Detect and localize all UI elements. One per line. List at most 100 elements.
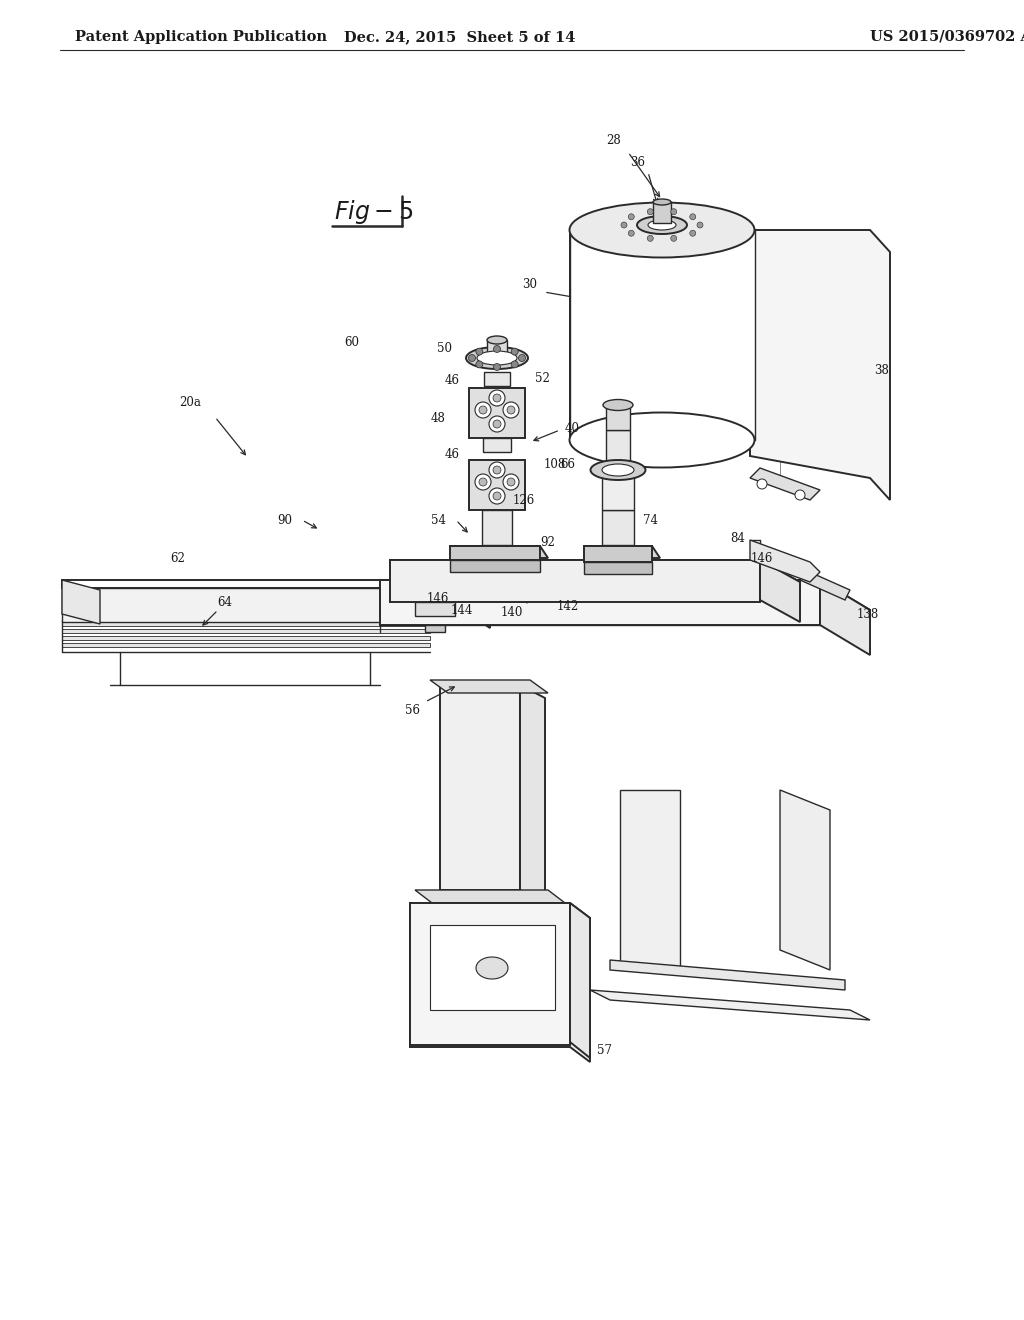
Circle shape — [503, 474, 519, 490]
Circle shape — [795, 490, 805, 500]
Circle shape — [489, 462, 505, 478]
Text: US 2015/0369702 A1: US 2015/0369702 A1 — [870, 30, 1024, 44]
Circle shape — [494, 346, 501, 352]
Circle shape — [475, 474, 490, 490]
Text: 108: 108 — [544, 458, 566, 471]
Ellipse shape — [569, 412, 755, 467]
Polygon shape — [800, 570, 850, 601]
Circle shape — [690, 214, 695, 219]
Text: 90: 90 — [278, 513, 293, 527]
Polygon shape — [820, 579, 870, 655]
Circle shape — [507, 407, 515, 414]
Text: 92: 92 — [541, 536, 555, 549]
Text: 48: 48 — [430, 412, 445, 425]
Circle shape — [507, 478, 515, 486]
Polygon shape — [469, 459, 525, 510]
Polygon shape — [750, 469, 820, 500]
Circle shape — [469, 355, 475, 362]
Circle shape — [479, 478, 487, 486]
Text: 50: 50 — [436, 342, 452, 355]
Text: 36: 36 — [631, 156, 645, 169]
Polygon shape — [750, 540, 820, 582]
Text: 57: 57 — [597, 1044, 612, 1056]
Ellipse shape — [603, 400, 633, 411]
Text: 84: 84 — [730, 532, 745, 544]
Ellipse shape — [476, 957, 508, 979]
Polygon shape — [390, 560, 760, 602]
Ellipse shape — [648, 220, 676, 230]
Circle shape — [511, 360, 518, 368]
Ellipse shape — [466, 347, 528, 370]
Polygon shape — [584, 546, 660, 558]
Circle shape — [489, 389, 505, 407]
Polygon shape — [380, 579, 820, 624]
Circle shape — [494, 363, 501, 371]
Polygon shape — [380, 579, 870, 620]
Circle shape — [489, 416, 505, 432]
Text: 28: 28 — [606, 133, 622, 147]
Polygon shape — [430, 925, 555, 1010]
Polygon shape — [440, 685, 520, 890]
Polygon shape — [483, 438, 511, 451]
Text: 30: 30 — [522, 279, 538, 292]
Circle shape — [475, 403, 490, 418]
Text: 142: 142 — [557, 601, 580, 614]
Circle shape — [479, 407, 487, 414]
Polygon shape — [62, 587, 430, 622]
Polygon shape — [484, 372, 510, 385]
Text: $\mathit{Fig}-5$: $\mathit{Fig}-5$ — [334, 198, 414, 226]
Polygon shape — [602, 510, 634, 545]
Circle shape — [690, 230, 695, 236]
Circle shape — [671, 235, 677, 242]
Circle shape — [493, 420, 501, 428]
Text: 74: 74 — [642, 513, 657, 527]
Polygon shape — [584, 562, 652, 574]
Ellipse shape — [602, 465, 634, 477]
Text: 54: 54 — [430, 513, 445, 527]
Circle shape — [511, 348, 518, 355]
Polygon shape — [487, 341, 507, 356]
Polygon shape — [415, 602, 455, 616]
Polygon shape — [570, 903, 590, 1059]
Polygon shape — [62, 579, 490, 628]
Circle shape — [493, 393, 501, 403]
Text: 146: 146 — [427, 591, 450, 605]
Circle shape — [493, 492, 501, 500]
Polygon shape — [450, 560, 540, 572]
Text: 40: 40 — [564, 421, 580, 434]
Polygon shape — [450, 546, 540, 560]
Polygon shape — [750, 230, 890, 500]
Polygon shape — [62, 622, 430, 626]
Polygon shape — [760, 560, 800, 622]
Circle shape — [503, 403, 519, 418]
Circle shape — [647, 235, 653, 242]
Polygon shape — [410, 903, 570, 1045]
Polygon shape — [62, 636, 430, 640]
Circle shape — [647, 209, 653, 215]
Ellipse shape — [653, 199, 671, 205]
Text: 62: 62 — [171, 552, 185, 565]
Text: 140: 140 — [501, 606, 523, 619]
Polygon shape — [450, 546, 548, 558]
Ellipse shape — [477, 351, 517, 366]
Text: Patent Application Publication: Patent Application Publication — [75, 30, 327, 44]
Ellipse shape — [487, 337, 507, 345]
Text: 52: 52 — [535, 371, 550, 384]
Polygon shape — [410, 903, 590, 1063]
Polygon shape — [653, 202, 671, 223]
Circle shape — [629, 230, 634, 236]
Circle shape — [518, 355, 525, 362]
Polygon shape — [430, 680, 548, 693]
Polygon shape — [780, 789, 830, 970]
Text: 66: 66 — [560, 458, 575, 471]
Circle shape — [757, 479, 767, 488]
Text: 126: 126 — [513, 494, 536, 507]
Text: 138: 138 — [857, 609, 880, 622]
Polygon shape — [570, 230, 755, 440]
Text: 56: 56 — [406, 704, 421, 717]
Polygon shape — [606, 430, 630, 469]
Text: 64: 64 — [217, 595, 232, 609]
Text: 20a: 20a — [179, 396, 201, 408]
Text: Dec. 24, 2015  Sheet 5 of 14: Dec. 24, 2015 Sheet 5 of 14 — [344, 30, 575, 44]
Text: 146: 146 — [751, 552, 773, 565]
